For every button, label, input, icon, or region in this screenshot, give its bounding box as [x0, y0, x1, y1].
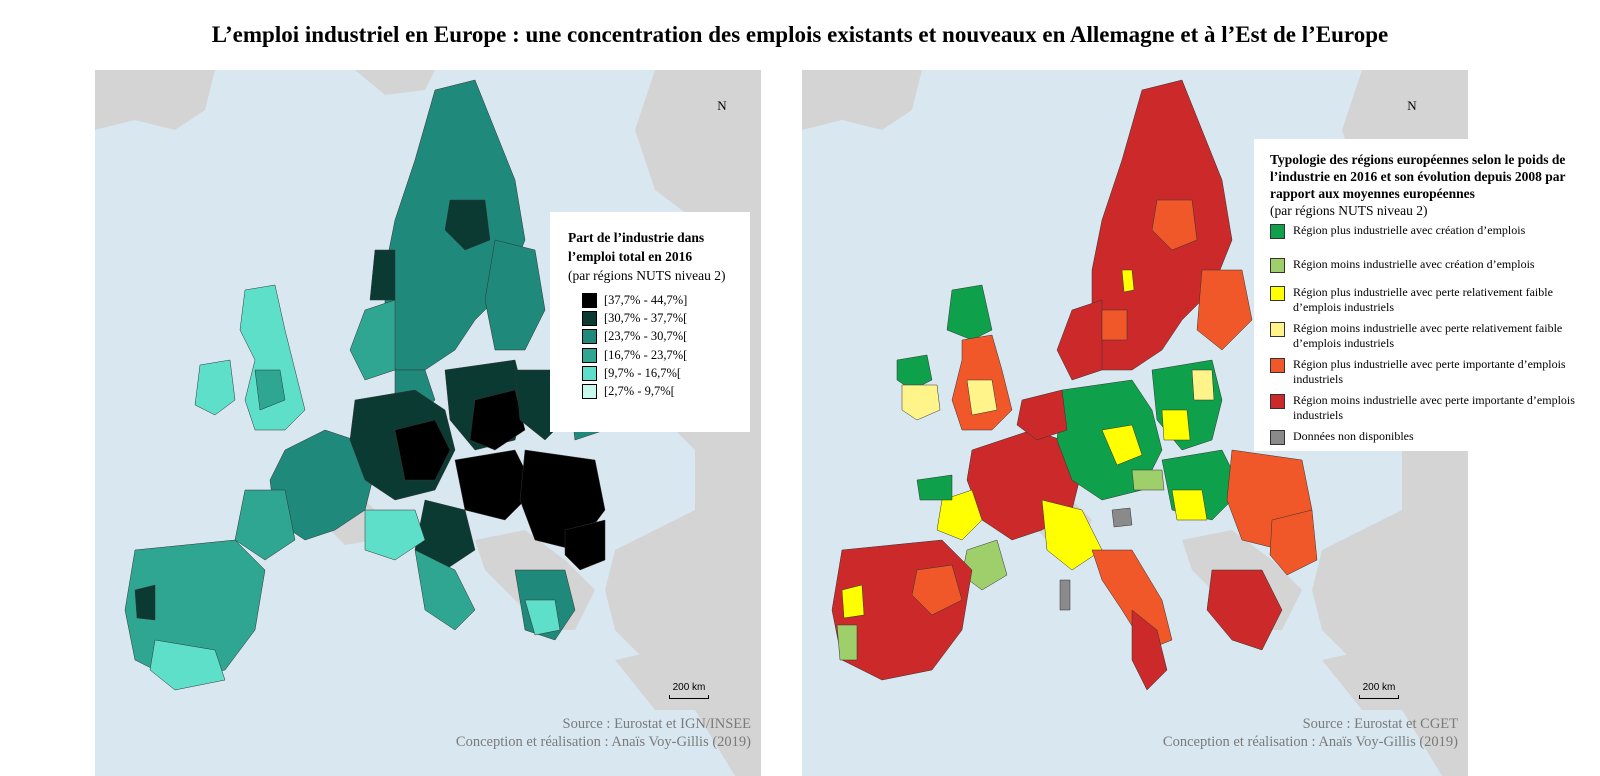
- legend-label: [37,7% - 44,7%]: [604, 292, 688, 307]
- legend-left-item: [37,7% - 44,7%]: [568, 291, 750, 309]
- credit-text: Conception et réalisation : Anaïs Voy-Gi…: [1162, 734, 1458, 750]
- scale-bar: 200 km: [1359, 682, 1399, 699]
- source-text: Source : Eurostat et IGN/INSEE: [562, 716, 751, 732]
- north-arrow: N: [1402, 98, 1422, 134]
- legend-left-item: [2,7% - 9,7%[: [568, 382, 750, 400]
- legend-right-item: Région plus industrielle avec création d…: [1270, 223, 1584, 239]
- legend-left-item: [23,7% - 30,7%[: [568, 328, 750, 346]
- legend-left-item: [9,7% - 16,7%[: [568, 364, 750, 382]
- legend-right-item: Données non disponibles: [1270, 429, 1584, 445]
- legend-region-typology: Typologie des régions européennes selon …: [1254, 139, 1584, 451]
- legend-label: Région plus industrielle avec création d…: [1293, 223, 1526, 237]
- credit-text: Conception et réalisation : Anaïs Voy-Gi…: [455, 734, 751, 750]
- scale-bar-line: [669, 695, 709, 699]
- legend-swatch: [582, 310, 597, 326]
- legend-label: Région moins industrielle avec perte rel…: [1293, 321, 1563, 350]
- source-text: Source : Eurostat et CGET: [1302, 716, 1458, 732]
- scale-bar: 200 km: [669, 682, 709, 699]
- legend-right-item: Région moins industrielle avec perte rel…: [1270, 321, 1584, 351]
- legend-swatch: [1270, 286, 1285, 301]
- region-group-nordic: [1056, 79, 1253, 381]
- legend-label: [2,7% - 9,7%[: [604, 384, 675, 399]
- legend-swatch: [582, 365, 597, 381]
- legend-label: Région plus industrielle avec perte rela…: [1293, 285, 1553, 314]
- region-group-nordic: [349, 79, 546, 421]
- region-group-british-isles: [896, 284, 1013, 431]
- legend-swatch: [1270, 430, 1285, 445]
- legend-title: Part de l’industrie dans l’emploi total …: [568, 230, 705, 264]
- legend-swatch: [582, 384, 597, 400]
- page-title: L’emploi industriel en Europe : une conc…: [211, 22, 1389, 47]
- north-label: N: [1407, 98, 1417, 113]
- scale-bar-line: [1359, 695, 1399, 699]
- map-industry-share-canvas: [95, 70, 761, 776]
- legend-label: Région moins industrielle avec création …: [1293, 257, 1535, 271]
- legend-subtitle: (par régions NUTS niveau 2): [1270, 203, 1428, 218]
- scale-label: 200 km: [672, 682, 706, 693]
- legend-label: [9,7% - 16,7%[: [604, 365, 682, 380]
- legend-swatch: [582, 347, 597, 363]
- legend-left-item: [16,7% - 23,7%[: [568, 346, 750, 364]
- legend-swatch: [1270, 322, 1285, 337]
- region-group-continent: [916, 359, 1313, 691]
- legend-title: Typologie des régions européennes selon …: [1270, 152, 1566, 201]
- legend-right-item: Région plus industrielle avec perte impo…: [1270, 357, 1584, 387]
- legend-label: Région moins industrielle avec perte imp…: [1293, 393, 1575, 422]
- scale-label: 200 km: [1362, 682, 1396, 693]
- legend-right-item: Région moins industrielle avec création …: [1270, 257, 1584, 273]
- legend-label: [23,7% - 30,7%[: [604, 329, 688, 344]
- region-group-southeast: [514, 519, 606, 641]
- map-region-typology-canvas: [802, 70, 1468, 776]
- map-source-block: Source : Eurostat et CGET Conception et …: [1163, 715, 1458, 751]
- map-source-block: Source : Eurostat et IGN/INSEE Conceptio…: [456, 715, 751, 751]
- legend-swatch: [582, 292, 597, 308]
- region-group-southeast: [1059, 509, 1318, 651]
- region-group-british-isles: [194, 284, 306, 431]
- legend-right-item: Région moins industrielle avec perte imp…: [1270, 393, 1584, 423]
- legend-swatch: [1270, 258, 1285, 273]
- legend-swatch: [582, 329, 597, 345]
- legend-label: Données non disponibles: [1293, 429, 1414, 443]
- region-group-continent: [234, 359, 606, 631]
- legend-swatch: [1270, 358, 1285, 373]
- legend-left-item: [30,7% - 37,7%[: [568, 309, 750, 327]
- legend-swatch: [1270, 224, 1285, 239]
- north-label: N: [717, 98, 727, 113]
- legend-right-item: Région plus industrielle avec perte rela…: [1270, 285, 1584, 315]
- legend-subtitle: (par régions NUTS niveau 2): [568, 268, 726, 283]
- map-industry-share: N 200 km Part de l’industrie dans l’empl…: [95, 70, 761, 776]
- north-arrow: N: [712, 98, 732, 134]
- region-group-iberia: [124, 539, 266, 691]
- legend-label: [30,7% - 37,7%[: [604, 310, 688, 325]
- region-group-iberia: [831, 539, 973, 681]
- legend-label: Région plus industrielle avec perte impo…: [1293, 357, 1566, 386]
- legend-swatch: [1270, 394, 1285, 409]
- legend-industry-share: Part de l’industrie dans l’emploi total …: [550, 212, 750, 432]
- legend-label: [16,7% - 23,7%[: [604, 347, 688, 362]
